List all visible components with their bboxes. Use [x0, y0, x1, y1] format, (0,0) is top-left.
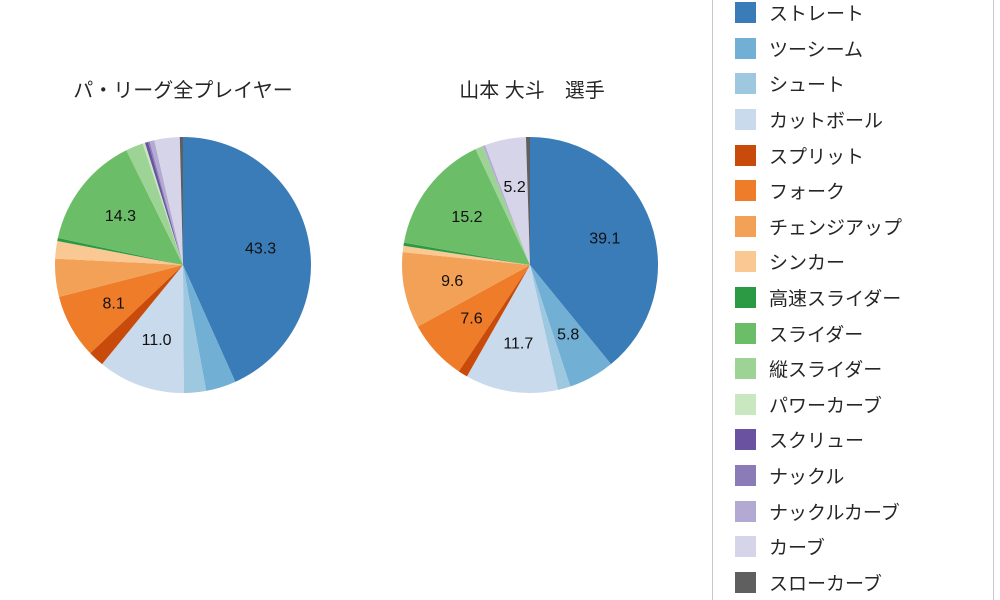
chart-title-league: パ・リーグ全プレイヤー [73, 80, 293, 102]
legend-label: スライダー [769, 324, 864, 346]
legend: ストレートツーシームシュートカットボール スプリットフォークチェンジアップ シンカー… [712, 0, 994, 600]
pie-slice-8 [403, 242, 530, 265]
legend-swatch [735, 144, 756, 166]
pie-slice-10 [475, 145, 530, 265]
legend-swatch [735, 73, 756, 95]
pie-slice-9 [57, 150, 183, 265]
legend-item: ナックルカーブ [713, 493, 993, 529]
pie-slice-10 [126, 143, 183, 265]
pie-slice-15 [485, 137, 530, 265]
legend-item: ツーシーム [713, 31, 993, 67]
legend-label: パワーカーブ [769, 395, 882, 417]
pie-slice-5 [417, 265, 530, 372]
pie-slice-1 [183, 265, 236, 391]
legend-label: フォーク [769, 182, 846, 204]
pie-slice-value-label: 14.3 [105, 208, 136, 225]
pie-slice-1 [530, 265, 611, 387]
pie-slice-2 [530, 265, 571, 390]
pie-chart-league: 43.3 11.0 8.1 14.3 [54, 137, 311, 394]
pie-slice-0 [183, 137, 311, 382]
legend-label: カットボール [769, 111, 884, 133]
pie-slice-15 [154, 137, 183, 265]
legend-swatch [735, 109, 756, 131]
pie-slice-14 [149, 140, 183, 265]
legend-label: 縦スライダー [769, 360, 883, 382]
legend-item: ストレート [713, 0, 993, 31]
legend-label: カーブ [769, 538, 825, 560]
legend-item: チェンジアップ [713, 209, 993, 245]
legend-swatch [735, 500, 756, 522]
legend-label: ストレート [769, 4, 865, 26]
legend-label: チェンジアップ [769, 217, 903, 239]
pie-slice-8 [57, 237, 183, 265]
pie-slice-3 [466, 265, 558, 394]
legend-item: シンカー [713, 244, 993, 280]
legend-swatch [735, 37, 756, 59]
pie-slice-value-label: 15.2 [451, 209, 482, 226]
legend-item: パワーカーブ [713, 387, 993, 423]
pie-slice-value-label: 11.7 [503, 336, 533, 353]
legend-label: 高速スライダー [769, 289, 902, 311]
pie-slice-13 [148, 141, 183, 265]
legend-item: シュート [713, 66, 993, 102]
legend-swatch [735, 251, 756, 273]
pie-slice-value-label: 43.3 [245, 240, 276, 257]
legend-label: ツーシーム [769, 39, 864, 61]
legend-item: スプリット [713, 137, 993, 173]
pie-slice-6 [402, 252, 530, 327]
legend-label: スプリット [769, 146, 865, 168]
pie-slice-7 [402, 245, 530, 265]
pie-slice-value-label: 5.8 [557, 327, 579, 344]
legend-label: シュート [769, 75, 846, 97]
pie-slice-7 [55, 241, 183, 265]
legend-item: フォーク [713, 173, 993, 209]
legend-item: ナックル [713, 458, 993, 494]
legend-item: 高速スライダー [713, 280, 993, 316]
legend-item: スローカーブ [713, 565, 993, 600]
pie-slice-14 [482, 145, 530, 265]
pie-slice-3 [102, 265, 184, 394]
legend-label: シンカー [769, 253, 846, 275]
legend-swatch [735, 358, 756, 380]
pie-slice-16 [179, 137, 183, 265]
pie-slice-value-label: 7.6 [460, 311, 482, 328]
legend-swatch [735, 571, 756, 593]
pie-slice-16 [525, 136, 530, 265]
legend-swatch [735, 536, 756, 558]
pie-slice-value-label: 8.1 [102, 296, 124, 313]
chart-title-player: 山本 大斗 選手 [459, 80, 605, 102]
legend-swatch [735, 2, 756, 24]
legend-label: ナックルカーブ [769, 502, 900, 524]
pie-slice-value-label: 39.1 [589, 230, 620, 247]
pie-slice-value-label: 9.6 [441, 273, 463, 290]
legend-label: スクリュー [769, 431, 865, 453]
pie-slice-4 [90, 265, 183, 365]
legend-label: スローカーブ [769, 573, 882, 595]
legend-swatch [735, 287, 756, 309]
legend-swatch [735, 429, 756, 451]
pie-slice-value-label: 11.0 [142, 332, 172, 349]
legend-item: カーブ [713, 529, 993, 565]
legend-item: スライダー [713, 315, 993, 351]
legend-item: カットボール [713, 102, 993, 138]
pie-slice-11 [142, 142, 183, 265]
legend-swatch [735, 322, 756, 344]
legend-item: 縦スライダー [713, 351, 993, 387]
legend-label: ナックル [769, 467, 845, 489]
pie-chart-player: 39.1 5.8 11.7 7.6 9.6 15.2 5.2 [402, 136, 659, 394]
legend-item: スクリュー [713, 422, 993, 458]
pie-slice-6 [54, 258, 183, 297]
pie-slice-4 [458, 265, 530, 377]
legend-swatch [735, 215, 756, 237]
pie-slice-2 [183, 265, 207, 393]
pie-slice-value-label: 5.2 [503, 179, 525, 196]
pie-slice-5 [59, 265, 183, 354]
legend-swatch [735, 465, 756, 487]
pie-slice-0 [530, 137, 659, 365]
pie-slice-9 [403, 149, 530, 265]
pie-slice-12 [144, 141, 183, 265]
legend-swatch [735, 180, 756, 202]
legend-swatch [735, 393, 756, 415]
